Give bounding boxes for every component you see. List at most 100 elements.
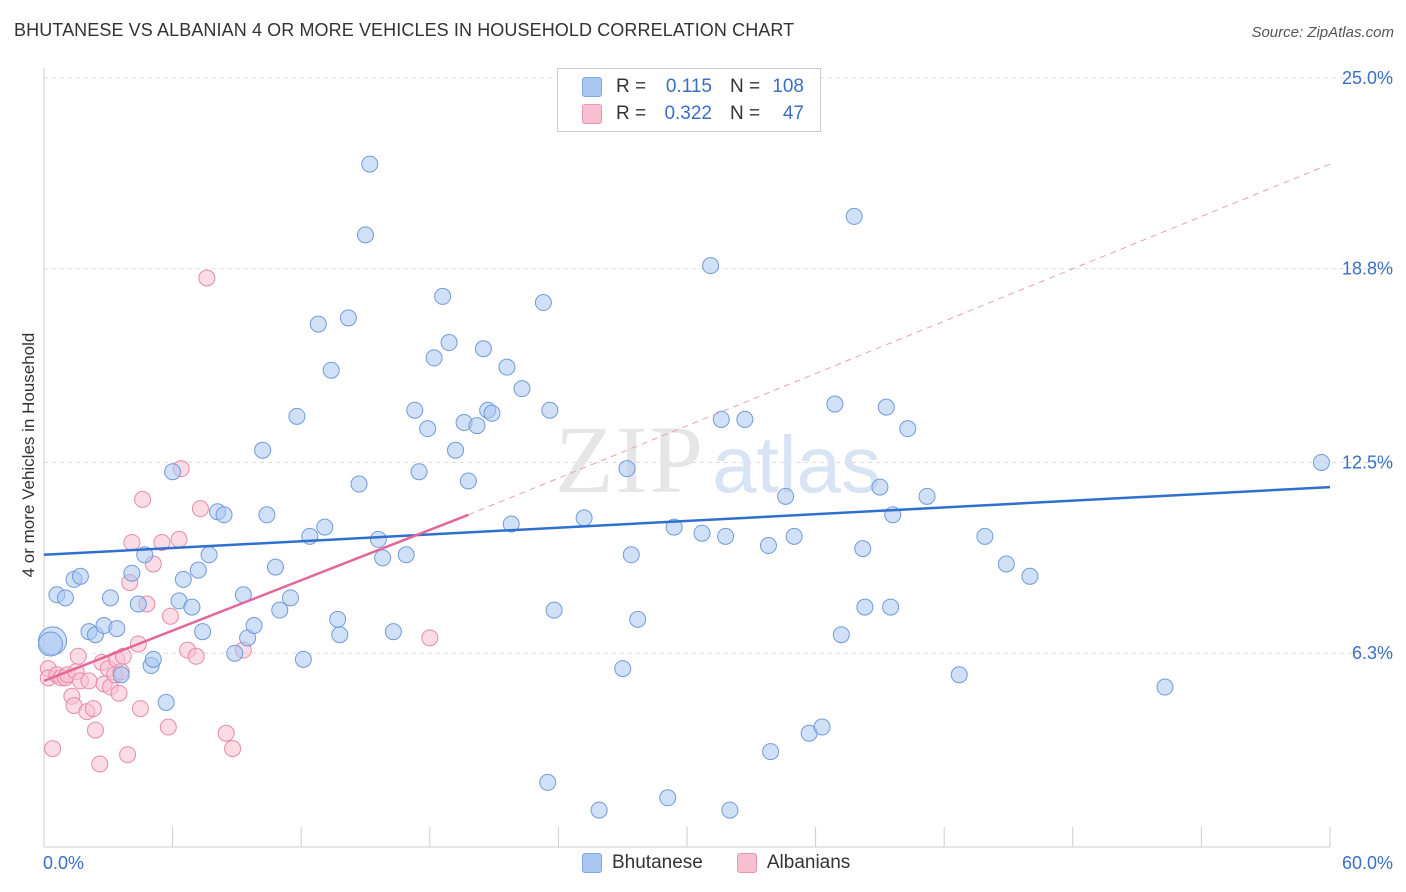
bhutanese-point xyxy=(266,558,284,576)
bhutanese-point xyxy=(575,509,593,527)
bhutanese-point xyxy=(71,567,89,585)
legend-label-albanians: Albanians xyxy=(766,852,851,873)
bhutanese-point xyxy=(294,650,312,668)
bhutanese-point xyxy=(777,487,795,505)
bhutanese-point xyxy=(194,623,212,641)
bhutanese-point xyxy=(440,334,458,352)
albanians-point xyxy=(44,740,62,758)
bhutanese-point xyxy=(976,527,994,545)
watermark-atlas: atlas xyxy=(712,420,881,509)
bhutanese-point xyxy=(331,626,349,644)
bhutanese-point xyxy=(459,472,477,490)
y-tick-label: 6.3% xyxy=(1352,643,1393,663)
bhutanese-point xyxy=(468,417,486,435)
bhutanese-point xyxy=(918,487,936,505)
bhutanese-point xyxy=(164,463,182,481)
correlation-legend: R = 0.115 N = 108 R = 0.322 N = 47 xyxy=(557,68,821,132)
albanians-point xyxy=(69,647,87,665)
bhutanese-point xyxy=(174,570,192,588)
legend-r-value: 0.115 xyxy=(665,76,712,97)
legend-swatch-bhutanese xyxy=(582,853,602,873)
bhutanese-point xyxy=(665,518,683,536)
bhutanese-point xyxy=(309,315,327,333)
bhutanese-point xyxy=(316,518,334,536)
bhutanese-point xyxy=(545,601,563,619)
bhutanese-point xyxy=(288,407,306,425)
albanians-point xyxy=(119,746,137,764)
albanians-point xyxy=(110,684,128,702)
bhutanese-point xyxy=(226,644,244,662)
bhutanese-point xyxy=(877,398,895,416)
albanians-point xyxy=(131,700,149,718)
legend-n-value: 47 xyxy=(782,103,804,124)
bhutanese-point xyxy=(845,207,863,225)
watermark-zip: ZIP xyxy=(555,406,705,513)
bhutanese-point xyxy=(200,546,218,564)
source-label: Source: ZipAtlas.com xyxy=(1251,24,1394,41)
legend-item-bhutanese[interactable]: Bhutanese xyxy=(582,852,703,874)
bhutanese-point xyxy=(721,801,739,819)
legend-n-value: 108 xyxy=(772,76,804,97)
albanians-point xyxy=(187,647,205,665)
bhutanese-point xyxy=(502,515,520,533)
bhutanese-point xyxy=(329,610,347,628)
trend-lines xyxy=(43,163,1331,683)
albanians-point xyxy=(86,721,104,739)
bhutanese-point xyxy=(826,395,844,413)
albanians-point xyxy=(224,740,242,758)
bhutanese-point xyxy=(397,546,415,564)
bhutanese-point xyxy=(322,361,340,379)
bhutanese-point xyxy=(659,789,677,807)
albanians-trend-extension xyxy=(468,163,1331,516)
bhutanese-point xyxy=(474,340,492,358)
albanians-point xyxy=(217,724,235,742)
albanians-point xyxy=(161,607,179,625)
bhutanese-point xyxy=(813,718,831,736)
legend-row-albanians: R = 0.322 N = 47 xyxy=(582,102,804,126)
legend-n-label: N = xyxy=(730,103,761,124)
bhutanese-point xyxy=(997,555,1015,573)
bhutanese-point xyxy=(899,420,917,438)
bhutanese-point xyxy=(357,226,374,244)
bhutanese-point xyxy=(618,460,636,478)
albanians-point xyxy=(198,269,216,287)
bhutanese-point xyxy=(425,349,443,367)
legend-r-label: R = xyxy=(616,76,647,97)
legend-item-albanians[interactable]: Albanians xyxy=(736,852,851,874)
bhutanese-point xyxy=(123,564,141,582)
albanians-point xyxy=(134,490,152,508)
bhutanese-point xyxy=(702,257,720,275)
bhutanese-point xyxy=(339,309,357,327)
bhutanese-point xyxy=(350,475,368,493)
bhutanese-point xyxy=(144,650,162,668)
legend-row-bhutanese: R = 0.115 N = 108 xyxy=(582,75,804,99)
bhutanese-point xyxy=(281,589,299,607)
bhutanese-point xyxy=(108,620,126,638)
tick-labels: 6.3% 12.5% 18.8% 25.0% 0.0% 60.0% xyxy=(43,68,1393,873)
bhutanese-point xyxy=(693,524,711,542)
x-tick-label: 60.0% xyxy=(1342,853,1393,873)
bhutanese-point xyxy=(854,540,872,558)
bhutanese-point xyxy=(271,601,289,619)
bhutanese-point xyxy=(1312,454,1330,471)
bhutanese-point xyxy=(541,401,559,419)
bhutanese-point xyxy=(189,561,207,579)
legend-swatch-albanians xyxy=(736,853,757,873)
x-tick-label: 0.0% xyxy=(43,853,84,873)
bhutanese-point xyxy=(762,743,780,761)
albanians-point xyxy=(153,533,171,551)
bhutanese-point xyxy=(856,598,874,616)
bhutanese-point xyxy=(419,420,437,438)
albanians-point xyxy=(191,500,209,518)
bhutanese-point xyxy=(785,527,803,545)
bhutanese-point xyxy=(447,441,465,459)
y-tick-label: 25.0% xyxy=(1342,68,1393,88)
albanians-point xyxy=(421,629,439,647)
bhutanese-point xyxy=(629,610,647,628)
series-legend: Bhutanese Albanians xyxy=(582,852,884,874)
bhutanese-point xyxy=(258,506,276,524)
bhutanese-point xyxy=(406,401,424,419)
albanians-point xyxy=(123,533,141,551)
bhutanese-point xyxy=(245,617,263,635)
bhutanese-point xyxy=(215,506,233,524)
